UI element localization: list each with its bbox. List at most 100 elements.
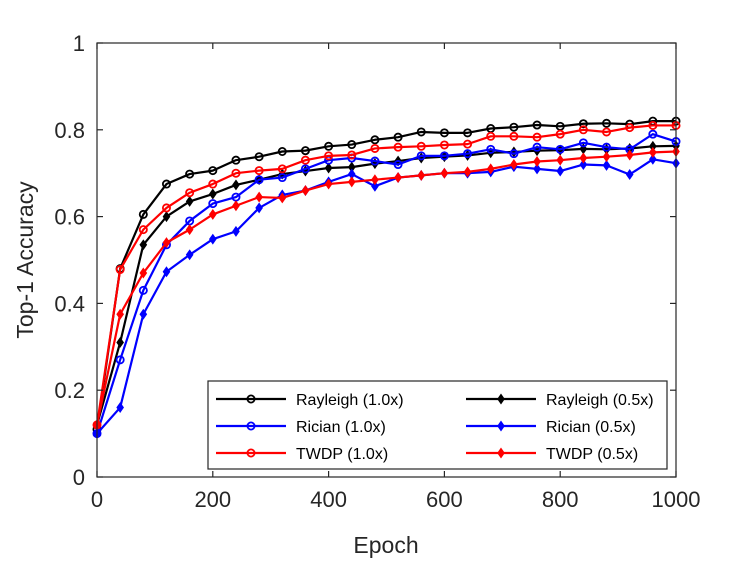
data-point: [162, 266, 171, 278]
data-point: [532, 142, 542, 152]
legend-entry: TWDP (1.0x): [216, 446, 388, 463]
data-point: [324, 141, 334, 151]
data-point: [370, 156, 380, 166]
data-point: [277, 164, 287, 174]
data-point: [393, 160, 403, 170]
data-point: [393, 132, 403, 142]
data-point: [463, 139, 473, 149]
data-point: [602, 127, 612, 137]
data-point: [463, 149, 473, 159]
data-point: [486, 163, 495, 175]
data-point: [139, 267, 148, 279]
legend-marker: [246, 394, 256, 404]
legend-label: Rician (1.0x): [296, 419, 386, 436]
data-point: [393, 142, 403, 152]
data-point: [208, 188, 217, 200]
data-point: [371, 180, 379, 192]
data-point: [532, 120, 542, 130]
data-point: [440, 167, 449, 179]
data-point: [370, 143, 380, 153]
data-point: [300, 146, 310, 156]
series-layer: [92, 116, 681, 440]
legend-entry: Rician (1.0x): [216, 419, 386, 436]
y-tick-label: 0.4: [54, 291, 85, 316]
data-point: [208, 208, 217, 220]
data-point: [602, 159, 611, 171]
data-point: [486, 131, 496, 141]
data-point: [185, 169, 195, 179]
data-point: [162, 237, 171, 249]
data-point: [602, 142, 612, 152]
legend-label: TWDP (0.5x): [546, 446, 638, 463]
data-point: [533, 163, 541, 175]
data-point: [231, 155, 241, 165]
data-point: [416, 151, 426, 161]
data-point: [509, 131, 519, 141]
y-tick-label: 0: [73, 465, 85, 490]
data-point: [347, 176, 356, 188]
data-point: [579, 152, 588, 164]
legend-label: Rayleigh (0.5x): [546, 392, 654, 409]
data-point: [185, 249, 194, 261]
data-point: [556, 165, 565, 177]
data-point: [486, 144, 496, 154]
legend-entry: Rician (0.5x): [466, 419, 636, 436]
data-point: [394, 172, 402, 184]
data-point: [138, 225, 148, 235]
data-point: [532, 132, 542, 142]
data-point: [416, 141, 426, 151]
data-point: [649, 153, 657, 165]
data-point: [578, 125, 588, 135]
data-point: [232, 179, 240, 191]
legend-entry: Rayleigh (1.0x): [216, 392, 404, 409]
data-point: [278, 192, 287, 204]
legend-marker: [497, 420, 505, 432]
data-point: [116, 336, 124, 348]
x-tick-label: 400: [310, 487, 347, 512]
data-point: [370, 135, 380, 145]
series-line: [96, 158, 677, 435]
data-point: [162, 211, 171, 223]
data-point: [208, 199, 218, 209]
data-point: [602, 118, 612, 128]
data-point: [510, 159, 518, 170]
data-point: [254, 152, 264, 162]
data-point: [324, 162, 333, 174]
data-point: [555, 129, 565, 139]
data-point: [371, 174, 379, 186]
legend-marker: [497, 393, 505, 405]
data-point: [232, 225, 240, 237]
legend-label: Rician (0.5x): [546, 419, 636, 436]
data-point: [115, 355, 125, 365]
data-point: [185, 188, 195, 198]
data-point: [277, 146, 287, 156]
x-tick-label: 0: [91, 487, 103, 512]
data-point: [277, 173, 287, 183]
data-point: [439, 128, 449, 138]
data-point: [648, 120, 658, 130]
series-5: [93, 146, 680, 431]
data-point: [208, 179, 218, 189]
data-point: [232, 200, 240, 212]
x-tick-label: 200: [194, 487, 231, 512]
y-axis-title: Top-1 Accuracy: [12, 181, 38, 339]
axes-layer: 0 200 400 600 800 1000 0 0.2 0.4 0.6 0.8 1: [54, 31, 700, 512]
data-point: [509, 149, 519, 159]
data-point: [648, 129, 658, 139]
data-point: [324, 178, 333, 190]
series-2: [92, 129, 681, 439]
legend-marker: [497, 447, 505, 459]
data-point: [417, 169, 426, 181]
data-point: [578, 138, 588, 148]
data-point: [533, 156, 541, 167]
data-point: [208, 166, 218, 176]
y-tick-label: 0.2: [54, 378, 85, 403]
axes-box: [96, 42, 677, 478]
data-point: [138, 285, 148, 295]
data-point: [255, 191, 263, 203]
data-point: [301, 185, 310, 197]
x-tick-label: 600: [426, 487, 463, 512]
legend-marker: [246, 448, 256, 458]
data-point: [579, 159, 588, 170]
data-point: [439, 140, 449, 150]
